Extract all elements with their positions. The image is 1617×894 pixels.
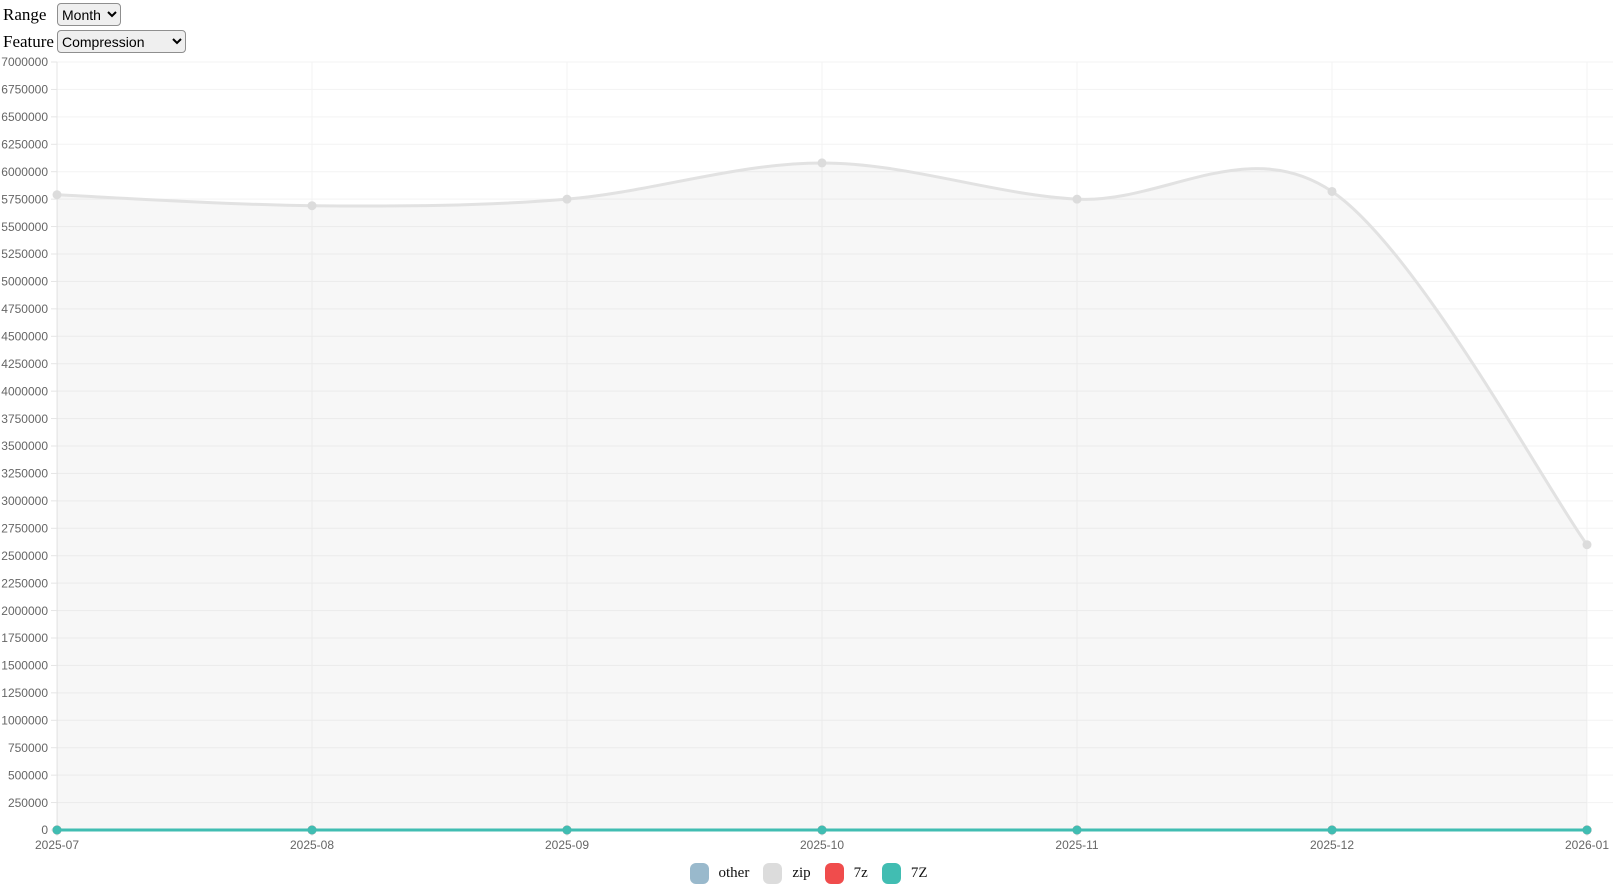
chart-legend: other zip 7z 7Z bbox=[0, 861, 1617, 885]
data-point-zip bbox=[52, 190, 62, 200]
y-tick-label: 5250000 bbox=[1, 247, 48, 261]
x-tick-label: 2025-07 bbox=[35, 838, 79, 852]
x-tick-label: 2025-10 bbox=[800, 838, 844, 852]
data-point-7Z bbox=[1582, 825, 1592, 835]
y-tick-label: 4250000 bbox=[1, 357, 48, 371]
legend-label: 7Z bbox=[910, 864, 928, 881]
y-tick-label: 750000 bbox=[8, 741, 48, 755]
data-point-zip bbox=[1072, 194, 1082, 204]
legend-swatch bbox=[824, 862, 844, 884]
data-point-zip bbox=[1582, 540, 1592, 550]
y-tick-label: 4000000 bbox=[1, 384, 48, 398]
data-point-zip bbox=[562, 194, 572, 204]
data-point-7Z bbox=[1072, 825, 1082, 835]
legend-item-7Z[interactable]: 7Z bbox=[881, 862, 928, 884]
legend-swatch bbox=[763, 862, 783, 884]
y-tick-label: 2000000 bbox=[1, 604, 48, 618]
y-tick-label: 3250000 bbox=[1, 467, 48, 481]
data-point-7Z bbox=[307, 825, 317, 835]
y-tick-label: 6500000 bbox=[1, 110, 48, 124]
y-tick-label: 3750000 bbox=[1, 412, 48, 426]
y-tick-label: 1750000 bbox=[1, 631, 48, 645]
y-tick-label: 500000 bbox=[8, 768, 48, 782]
y-tick-label: 250000 bbox=[8, 796, 48, 810]
data-point-7Z bbox=[1327, 825, 1337, 835]
data-point-7Z bbox=[562, 825, 572, 835]
series-line-zip bbox=[55, 161, 1589, 547]
y-tick-label: 3500000 bbox=[1, 439, 48, 453]
y-tick-label: 5750000 bbox=[1, 192, 48, 206]
y-tick-label: 5000000 bbox=[1, 275, 48, 289]
legend-label: 7z bbox=[853, 864, 868, 881]
y-tick-label: 2500000 bbox=[1, 549, 48, 563]
legend-item-other[interactable]: other bbox=[689, 862, 750, 884]
feature-select[interactable]: Compression bbox=[57, 30, 186, 53]
chart-controls: Range Month Feature Compression bbox=[0, 0, 1617, 53]
y-tick-label: 3000000 bbox=[1, 494, 48, 508]
legend-label: other bbox=[718, 864, 750, 881]
legend-label: zip bbox=[792, 864, 811, 881]
y-tick-label: 4500000 bbox=[1, 329, 48, 343]
y-tick-label: 2250000 bbox=[1, 576, 48, 590]
y-tick-label: 1000000 bbox=[1, 713, 48, 727]
x-tick-label: 2025-08 bbox=[290, 838, 334, 852]
data-point-zip bbox=[1327, 186, 1337, 196]
range-select[interactable]: Month bbox=[57, 3, 121, 26]
y-tick-label: 2750000 bbox=[1, 521, 48, 535]
series-area-zip bbox=[57, 163, 1587, 830]
data-point-7Z bbox=[817, 825, 827, 835]
x-tick-label: 2025-12 bbox=[1310, 838, 1354, 852]
legend-swatch bbox=[881, 862, 901, 884]
data-point-zip bbox=[307, 201, 317, 211]
x-tick-label: 2025-11 bbox=[1055, 838, 1098, 852]
y-tick-label: 6250000 bbox=[1, 137, 48, 151]
x-tick-label: 2025-09 bbox=[545, 838, 589, 852]
y-tick-label: 7000000 bbox=[1, 55, 48, 69]
data-point-zip bbox=[817, 158, 827, 168]
legend-swatch bbox=[689, 862, 709, 884]
y-tick-label: 6000000 bbox=[1, 165, 48, 179]
y-tick-label: 5500000 bbox=[1, 220, 48, 234]
y-tick-label: 4750000 bbox=[1, 302, 48, 316]
legend-item-zip[interactable]: zip bbox=[763, 862, 811, 884]
range-label: Range bbox=[3, 4, 47, 24]
compression-line-chart: 0 250000 500000 750000 1000000 1250000 1500000… bbox=[1, 55, 1613, 852]
y-tick-label: 0 bbox=[41, 823, 48, 837]
data-point-7Z bbox=[52, 825, 62, 835]
y-tick-label: 6750000 bbox=[1, 83, 48, 97]
x-tick-label: 2026-01 bbox=[1565, 838, 1609, 852]
y-tick-label: 1250000 bbox=[1, 686, 48, 700]
chart-area: 0 250000 500000 750000 1000000 1250000 1500000… bbox=[0, 51, 1617, 853]
y-tick-label: 1500000 bbox=[1, 659, 48, 673]
feature-label: Feature bbox=[3, 31, 54, 51]
legend-item-7z[interactable]: 7z bbox=[824, 862, 868, 884]
